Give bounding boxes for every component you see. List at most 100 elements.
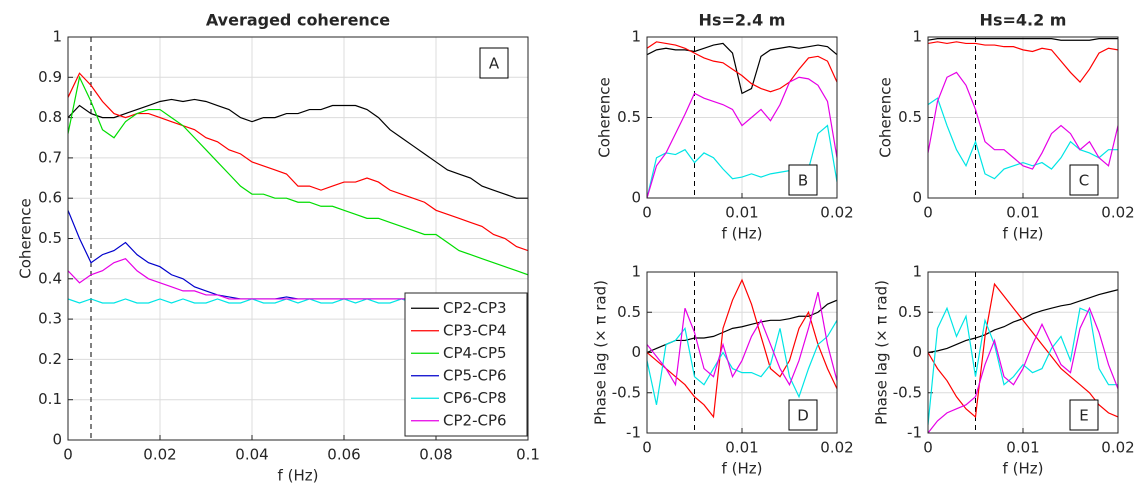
legend-label: CP2-CP3	[443, 299, 507, 317]
series-line	[647, 76, 837, 198]
panel-title: Hs=4.2 m	[980, 11, 1067, 30]
series-line	[928, 41, 1118, 84]
axes-frame	[927, 271, 1119, 434]
series-line	[68, 98, 528, 199]
series-line	[647, 42, 837, 95]
x-axis-label: f (Hz)	[722, 460, 763, 478]
legend-label: CP2-CP6	[443, 411, 507, 429]
y-axis-label: Phase lag (× π rad)	[592, 280, 610, 425]
x-tick-label: 0	[923, 204, 933, 222]
panel-label-box	[479, 47, 509, 79]
panel-title: Averaged coherence	[206, 11, 390, 30]
x-tick-label: 0.02	[820, 204, 853, 222]
legend-label: CP5-CP6	[443, 366, 507, 384]
series-line	[647, 299, 837, 354]
axes-frame	[927, 36, 1119, 199]
x-tick-label: 0	[923, 439, 933, 457]
x-tick-label: 0.02	[143, 446, 176, 464]
y-tick-label: 0.3	[38, 310, 62, 328]
y-tick-label: 1	[912, 28, 922, 46]
y-axis-label: Coherence	[17, 198, 35, 278]
y-tick-label: 0.1	[38, 390, 62, 408]
series-line	[928, 306, 1118, 433]
panel-label: B	[798, 172, 808, 190]
y-tick-label: 0	[912, 189, 922, 207]
panel-title: Hs=2.4 m	[699, 11, 786, 30]
panel-label: D	[797, 407, 809, 425]
x-axis-label: f (Hz)	[1003, 225, 1044, 243]
panel-label-box	[1069, 399, 1099, 431]
y-axis-label: Phase lag (× π rad)	[873, 280, 891, 425]
x-tick-label: 0.02	[1101, 439, 1134, 457]
series-group	[928, 272, 1118, 433]
legend-label: CP6-CP8	[443, 389, 507, 407]
y-tick-label: 0.4	[38, 269, 62, 287]
y-axis-label: Coherence	[877, 77, 895, 157]
series-group	[647, 272, 837, 433]
panel-label: A	[489, 55, 500, 73]
y-tick-label: 0	[631, 189, 641, 207]
y-tick-label: -1	[907, 424, 922, 442]
axes-frame	[646, 36, 838, 199]
y-tick-label: 0.7	[38, 148, 62, 166]
series-line	[928, 289, 1118, 354]
x-tick-label: 0.02	[820, 439, 853, 457]
y-tick-label: 0.6	[38, 189, 62, 207]
x-axis-label: f (Hz)	[722, 225, 763, 243]
series-line	[647, 278, 837, 419]
y-tick-label: 0	[631, 343, 641, 361]
y-tick-label: 0.5	[38, 229, 62, 247]
legend-label: CP4-CP5	[443, 344, 507, 362]
x-tick-label: 0.06	[327, 446, 360, 464]
x-tick-label: 0.1	[516, 446, 540, 464]
series-line	[928, 38, 1118, 41]
x-axis-label: f (Hz)	[1003, 460, 1044, 478]
series-line	[647, 319, 837, 405]
x-tick-label: 0.01	[1006, 204, 1039, 222]
panel-label: C	[1079, 172, 1089, 190]
y-tick-label: 1	[631, 28, 641, 46]
panel-label-box	[788, 164, 818, 196]
y-tick-label: 0.5	[617, 303, 641, 321]
y-tick-label: 1	[631, 263, 641, 281]
series-line	[928, 71, 1118, 170]
y-axis-label: Coherence	[596, 77, 614, 157]
y-tick-label: 0.5	[617, 108, 641, 126]
series-line	[928, 282, 1118, 419]
x-tick-label: 0	[642, 439, 652, 457]
axes-frame	[67, 36, 529, 441]
x-tick-label: 0.08	[419, 446, 452, 464]
legend-label: CP3-CP4	[443, 321, 507, 339]
y-tick-label: -0.5	[893, 383, 922, 401]
axes-frame	[646, 271, 838, 434]
y-tick-label: -1	[626, 424, 641, 442]
x-tick-label: 0	[642, 204, 652, 222]
y-tick-label: 0.5	[898, 303, 922, 321]
legend-box	[404, 292, 528, 437]
x-tick-label: 0.01	[725, 439, 758, 457]
y-tick-label: 0.5	[898, 108, 922, 126]
x-tick-label: 0	[63, 446, 73, 464]
panel-label-box	[788, 399, 818, 431]
series-group	[928, 37, 1118, 198]
x-tick-label: 0.01	[725, 204, 758, 222]
y-tick-label: 0.8	[38, 108, 62, 126]
series-line	[68, 72, 528, 252]
y-tick-label: 1	[52, 28, 62, 46]
series-line	[68, 75, 528, 276]
x-tick-label: 0.04	[235, 446, 268, 464]
series-line	[647, 41, 837, 93]
y-tick-label: 0	[912, 343, 922, 361]
x-tick-label: 0.02	[1101, 204, 1134, 222]
x-tick-label: 0.01	[1006, 439, 1039, 457]
y-tick-label: 1	[912, 263, 922, 281]
y-tick-label: -0.5	[612, 383, 641, 401]
panel-label-box	[1069, 164, 1099, 196]
series-line	[928, 306, 1118, 426]
y-tick-label: 0.2	[38, 350, 62, 368]
y-tick-label: 0	[52, 431, 62, 449]
series-line	[928, 97, 1118, 180]
panel-label: E	[1079, 407, 1088, 425]
y-tick-label: 0.9	[38, 68, 62, 86]
